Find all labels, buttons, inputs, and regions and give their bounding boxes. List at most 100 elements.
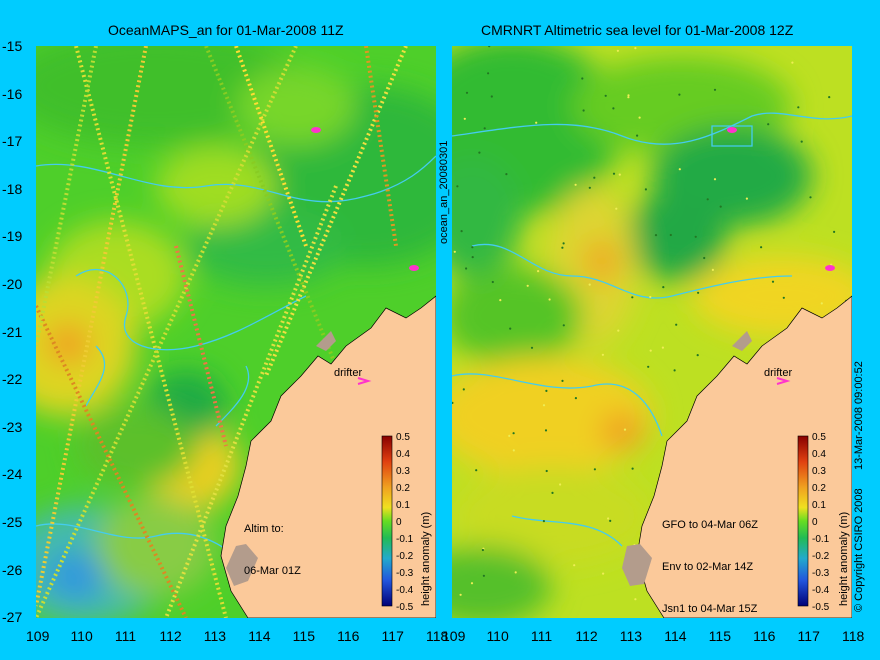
isobath-contours <box>452 112 852 547</box>
x-tick-label-left: 110 <box>70 628 93 644</box>
sample-point <box>574 183 577 186</box>
sample-point <box>678 93 681 96</box>
x-tick-label-left: 114 <box>248 628 271 644</box>
sample-point <box>505 173 508 176</box>
y-tick-label: -23 <box>2 418 23 435</box>
x-tick-label-left: 117 <box>381 628 404 644</box>
sample-point <box>456 185 459 188</box>
annotation-line: Altim to: <box>244 523 284 535</box>
x-tick-label-left: 112 <box>159 628 182 644</box>
run-id-label: ocean_an_20080301 <box>438 140 450 244</box>
left-altim-annotation: Altim to: 06-Mar 01Z <box>244 494 301 592</box>
sample-point <box>581 77 584 80</box>
sample-point <box>602 572 605 575</box>
shark-bay-shelf <box>226 544 258 586</box>
colorbar-tick-label: 0.2 <box>396 483 410 494</box>
colorbar-tick-label: 0.4 <box>812 449 826 460</box>
sample-point <box>488 46 491 48</box>
x-tick-label-right: 114 <box>664 628 687 644</box>
right-mission-annotation: GFO to 04-Mar 06Z Env to 02-Mar 14Z Jsn1… <box>662 490 758 630</box>
y-tick-label: -18 <box>2 180 23 197</box>
sample-point <box>644 188 647 191</box>
sample-point <box>634 598 637 601</box>
left-panel-title: OceanMAPS_an for 01-Mar-2008 11Z <box>108 22 344 38</box>
sample-point <box>573 564 576 567</box>
sample-point <box>542 520 545 523</box>
shark-bay-shelf <box>622 544 652 586</box>
sample-point <box>612 172 616 175</box>
colorbar-tick-label: -0.3 <box>396 568 414 579</box>
sample-point <box>465 91 469 94</box>
sample-point <box>654 234 658 237</box>
colorbar-tick-label: -0.4 <box>396 585 414 596</box>
sample-point <box>616 49 619 52</box>
sample-point <box>711 268 714 271</box>
x-tick-label-right: 110 <box>486 628 509 644</box>
sample-point <box>636 134 639 137</box>
sample-point <box>604 94 607 97</box>
sample-point <box>760 246 763 249</box>
coastal-shelf <box>732 331 752 351</box>
annotation-line: Jsn1 to 04-Mar 15Z <box>662 603 758 615</box>
sample-point <box>537 270 540 273</box>
sample-point <box>475 469 478 472</box>
colorbar-tick-label: -0.2 <box>812 551 830 562</box>
sample-point <box>771 280 775 283</box>
left-map-panel: drifter 0.5 0.4 0.3 0.2 0.1 0 -0.1 -0.2 -0.3 -0.4… <box>36 46 436 618</box>
x-tick-label-right: 117 <box>797 628 820 644</box>
sample-point <box>647 365 650 368</box>
sample-point <box>487 72 490 75</box>
sample-point <box>491 280 494 284</box>
colorbar-tick-label: 0.1 <box>812 500 826 511</box>
y-tick-label: -20 <box>2 276 23 292</box>
sample-point <box>530 346 534 349</box>
island-marker <box>825 265 835 271</box>
sample-point <box>459 593 462 596</box>
sample-point <box>696 354 699 357</box>
annotation-line: 06-Mar 01Z <box>244 565 301 577</box>
sea-level-field <box>452 46 852 618</box>
colorbar-tick-label: -0.2 <box>396 551 414 562</box>
sample-point <box>509 327 512 330</box>
x-tick-label-left: 113 <box>203 628 227 644</box>
sample-point <box>609 519 612 522</box>
x-tick-label-right: 109 <box>442 628 466 644</box>
colorbar-tick-label: -0.1 <box>812 534 830 545</box>
sample-point <box>745 197 748 200</box>
y-tick-label: -27 <box>2 609 23 626</box>
sample-point <box>453 250 456 253</box>
sample-point <box>618 173 621 176</box>
sample-point <box>470 582 474 585</box>
sample-point <box>574 397 577 400</box>
sample-point <box>463 117 466 120</box>
sample-point <box>627 94 630 97</box>
sample-point <box>612 107 615 110</box>
colorbar-tick-label: -0.5 <box>396 602 414 613</box>
sample-point <box>703 256 706 260</box>
sample-point <box>593 468 596 471</box>
right-panel-title: CMRNRT Altimetric sea level for 01-Mar-2… <box>481 22 794 38</box>
y-tick-label: -21 <box>2 323 23 340</box>
y-tick-label: -16 <box>2 85 23 102</box>
sample-point <box>526 284 529 287</box>
sample-point <box>545 389 548 392</box>
sample-point <box>545 469 548 473</box>
sample-point <box>582 109 585 112</box>
colorbar-tick-label: 0.3 <box>396 466 410 477</box>
sample-point <box>452 401 454 404</box>
sample-point <box>706 198 709 201</box>
sample-point <box>482 574 485 577</box>
sample-point <box>828 96 831 99</box>
sample-point <box>559 483 562 486</box>
colorbar-tick-label: 0.5 <box>812 432 826 443</box>
sample-point <box>478 151 481 154</box>
sample-point <box>471 246 474 249</box>
sample-point <box>615 207 618 210</box>
x-tick-label-right: 112 <box>575 628 598 644</box>
colorbar-tick-label: 0.2 <box>812 483 826 494</box>
sample-point <box>588 283 591 286</box>
x-tick-label-left: 115 <box>292 628 315 644</box>
sample-point <box>675 323 678 326</box>
sample-point <box>673 369 676 372</box>
sample-point <box>694 235 697 238</box>
